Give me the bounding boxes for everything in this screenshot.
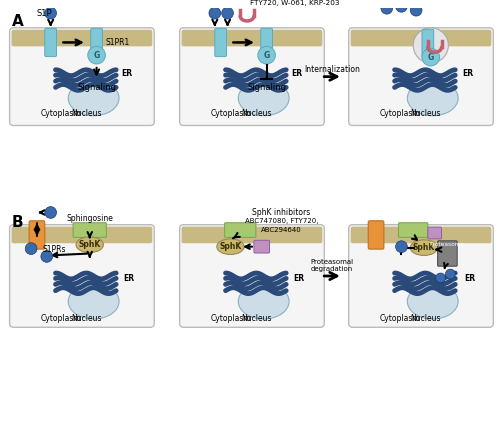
FancyBboxPatch shape	[180, 225, 324, 327]
FancyBboxPatch shape	[73, 223, 106, 238]
Circle shape	[381, 3, 392, 14]
FancyBboxPatch shape	[10, 28, 154, 125]
FancyBboxPatch shape	[348, 28, 494, 125]
Circle shape	[410, 4, 422, 16]
Text: Nucleus: Nucleus	[242, 314, 272, 322]
FancyBboxPatch shape	[260, 28, 272, 57]
Text: Cytoplasm: Cytoplasm	[211, 109, 252, 118]
Text: Internalization: Internalization	[304, 65, 360, 74]
Text: ER: ER	[123, 274, 134, 284]
Text: Nucleus: Nucleus	[72, 314, 102, 322]
Text: G: G	[264, 51, 270, 60]
Text: B: B	[12, 215, 23, 230]
Ellipse shape	[68, 81, 119, 116]
Text: Proteasome: Proteasome	[430, 242, 465, 247]
Text: ER: ER	[291, 69, 302, 78]
FancyBboxPatch shape	[398, 223, 428, 238]
Text: ABC294640: ABC294640	[261, 227, 302, 233]
Circle shape	[45, 7, 56, 19]
Ellipse shape	[238, 81, 289, 116]
Text: A: A	[12, 14, 24, 29]
Circle shape	[446, 269, 455, 279]
Text: SphK: SphK	[413, 243, 435, 252]
FancyBboxPatch shape	[438, 241, 457, 266]
FancyBboxPatch shape	[182, 30, 322, 46]
Ellipse shape	[68, 284, 119, 319]
Text: Signaling: Signaling	[247, 84, 286, 92]
Text: Cytoplasm: Cytoplasm	[380, 109, 420, 118]
FancyBboxPatch shape	[10, 225, 154, 327]
FancyBboxPatch shape	[12, 30, 152, 46]
FancyBboxPatch shape	[350, 30, 492, 46]
FancyBboxPatch shape	[428, 227, 442, 239]
Ellipse shape	[408, 284, 458, 319]
Text: Cytoplasm: Cytoplasm	[41, 109, 82, 118]
Text: G: G	[94, 51, 100, 60]
FancyBboxPatch shape	[180, 28, 324, 125]
Circle shape	[396, 0, 407, 12]
Text: Nucleus: Nucleus	[72, 109, 102, 118]
Circle shape	[45, 207, 56, 218]
Circle shape	[413, 28, 448, 63]
Text: ABC747080, FTY720,: ABC747080, FTY720,	[244, 218, 318, 224]
FancyBboxPatch shape	[368, 221, 384, 249]
Ellipse shape	[408, 81, 458, 116]
Circle shape	[25, 243, 37, 254]
FancyBboxPatch shape	[12, 227, 152, 243]
Text: FTY720, W-061, KRP-203: FTY720, W-061, KRP-203	[250, 0, 340, 6]
Circle shape	[258, 46, 276, 64]
Text: Cytoplasm: Cytoplasm	[380, 314, 420, 322]
Circle shape	[209, 7, 220, 19]
Text: S1PRs: S1PRs	[43, 245, 66, 254]
Text: SphK: SphK	[220, 242, 242, 251]
Circle shape	[41, 251, 52, 262]
Text: SphK inhibitors: SphK inhibitors	[252, 208, 310, 217]
Text: Signaling: Signaling	[77, 84, 116, 92]
Text: S1P: S1P	[37, 8, 52, 18]
Text: Nucleus: Nucleus	[242, 109, 272, 118]
FancyBboxPatch shape	[350, 227, 492, 243]
Text: Sphingosine: Sphingosine	[66, 214, 113, 223]
Text: Nucleus: Nucleus	[410, 109, 441, 118]
FancyBboxPatch shape	[254, 240, 270, 253]
Text: ER: ER	[462, 69, 473, 78]
Text: S1PR1: S1PR1	[106, 38, 130, 47]
Text: ER: ER	[121, 69, 132, 78]
Text: G: G	[428, 53, 434, 62]
FancyBboxPatch shape	[29, 221, 45, 249]
FancyBboxPatch shape	[90, 28, 102, 57]
FancyBboxPatch shape	[348, 225, 494, 327]
Text: Cytoplasm: Cytoplasm	[41, 314, 82, 322]
FancyBboxPatch shape	[215, 28, 226, 57]
Text: Nucleus: Nucleus	[410, 314, 441, 322]
Text: Proteasomal
degradation: Proteasomal degradation	[310, 259, 354, 272]
Circle shape	[222, 7, 234, 19]
Ellipse shape	[410, 240, 438, 255]
Circle shape	[422, 48, 440, 66]
Text: SphK: SphK	[78, 240, 101, 249]
Text: ER: ER	[293, 274, 304, 284]
Circle shape	[88, 46, 106, 64]
Ellipse shape	[238, 284, 289, 319]
Text: Cytoplasm: Cytoplasm	[211, 314, 252, 322]
FancyBboxPatch shape	[182, 227, 322, 243]
Circle shape	[396, 241, 407, 252]
Circle shape	[436, 273, 446, 283]
Ellipse shape	[217, 239, 244, 254]
FancyBboxPatch shape	[224, 223, 256, 238]
Ellipse shape	[76, 237, 104, 252]
FancyBboxPatch shape	[422, 29, 434, 57]
FancyBboxPatch shape	[45, 28, 56, 57]
Text: ER: ER	[464, 274, 475, 284]
